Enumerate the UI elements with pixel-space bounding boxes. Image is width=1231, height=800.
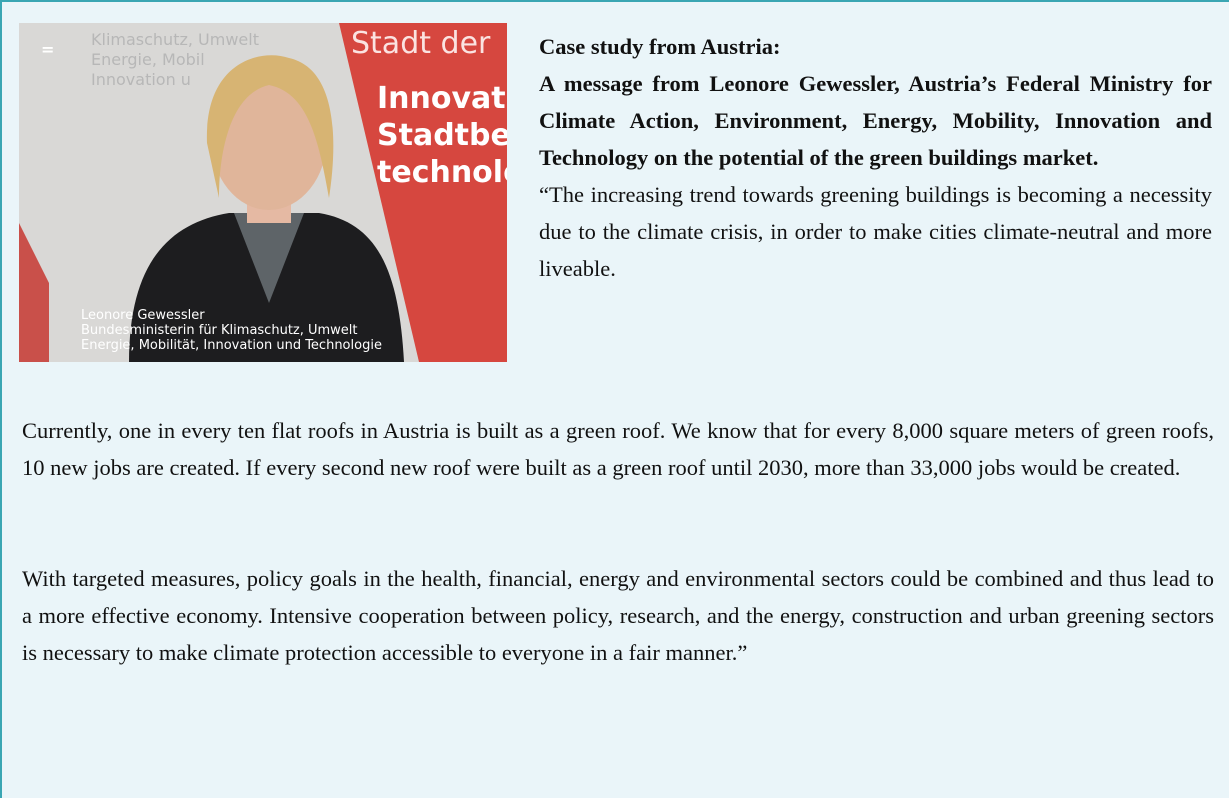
caption: Leonore Gewessler xyxy=(81,308,205,323)
subheading: A message from Leonore Gewessler, Austri… xyxy=(539,65,1212,176)
bg-text: Energie, Mobil xyxy=(91,50,205,69)
paragraph: Currently, one in every ten flat roofs i… xyxy=(22,412,1214,486)
banner-text: Stadtbeg xyxy=(377,118,507,153)
quote: “The increasing trend towards greening b… xyxy=(539,176,1212,287)
svg-text:=: = xyxy=(41,40,54,59)
heading: Case study from Austria: xyxy=(539,28,1212,65)
caption: Bundesministerin für Klimaschutz, Umwelt xyxy=(81,323,358,338)
banner-text: Innovativ xyxy=(377,81,507,116)
bg-text: Klimaschutz, Umwelt xyxy=(91,30,259,49)
banner-text: Stadt der xyxy=(351,26,491,61)
banner-text: technolog xyxy=(377,155,507,190)
page: = Klimaschutz, Umwelt Energie, Mobil Inn… xyxy=(0,0,1229,798)
bg-text: Innovation u xyxy=(91,70,191,89)
paragraph: With targeted measures, policy goals in … xyxy=(22,560,1214,671)
photo: = Klimaschutz, Umwelt Energie, Mobil Inn… xyxy=(19,23,507,362)
side-text: Case study from Austria: A message from … xyxy=(539,28,1212,287)
caption: Energie, Mobilität, Innovation und Techn… xyxy=(81,338,382,353)
